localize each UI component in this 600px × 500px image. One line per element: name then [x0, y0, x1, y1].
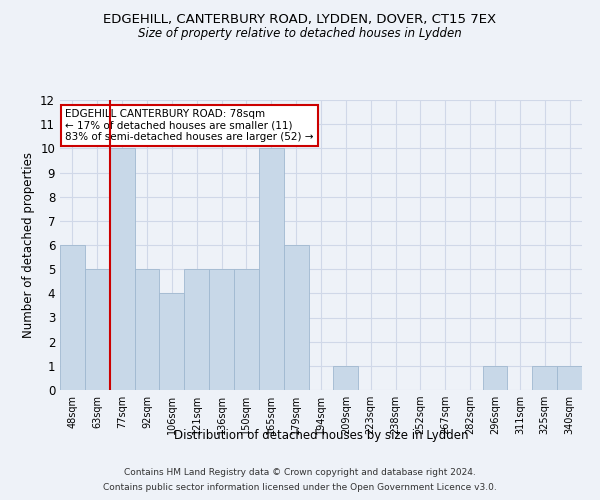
Bar [110, 148, 134, 390]
Text: EDGEHILL CANTERBURY ROAD: 78sqm
← 17% of detached houses are smaller (11)
83% of: EDGEHILL CANTERBURY ROAD: 78sqm ← 17% of… [65, 108, 314, 142]
Text: EDGEHILL, CANTERBURY ROAD, LYDDEN, DOVER, CT15 7EX: EDGEHILL, CANTERBURY ROAD, LYDDEN, DOVER… [103, 12, 497, 26]
Text: Distribution of detached houses by size in Lydden: Distribution of detached houses by size … [174, 428, 468, 442]
Y-axis label: Number of detached properties: Number of detached properties [22, 152, 35, 338]
Bar [334, 366, 358, 390]
Text: Size of property relative to detached houses in Lydden: Size of property relative to detached ho… [138, 28, 462, 40]
Bar [60, 245, 85, 390]
Bar [85, 269, 110, 390]
Bar [134, 269, 160, 390]
Text: Contains HM Land Registry data © Crown copyright and database right 2024.: Contains HM Land Registry data © Crown c… [124, 468, 476, 477]
Bar [184, 269, 209, 390]
Bar [532, 366, 557, 390]
Bar [557, 366, 582, 390]
Bar [482, 366, 508, 390]
Bar [259, 148, 284, 390]
Bar [160, 294, 184, 390]
Bar [209, 269, 234, 390]
Bar [234, 269, 259, 390]
Bar [284, 245, 308, 390]
Text: Contains public sector information licensed under the Open Government Licence v3: Contains public sector information licen… [103, 483, 497, 492]
